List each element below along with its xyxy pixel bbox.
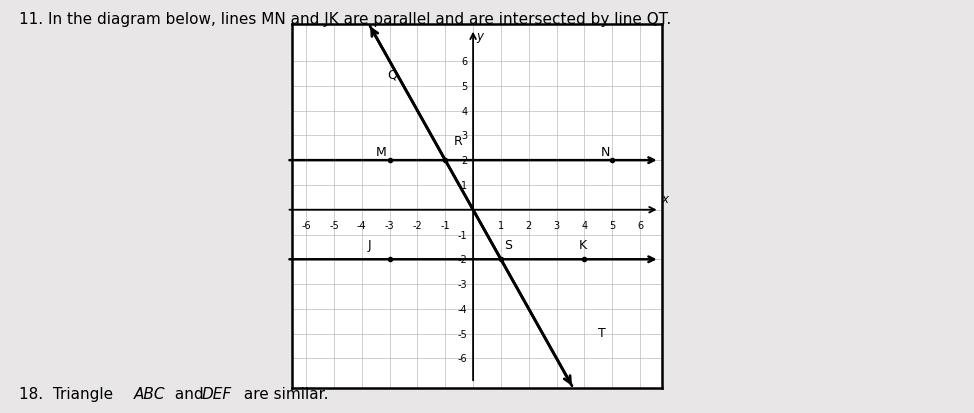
Text: x: x bbox=[661, 193, 668, 206]
Text: Q: Q bbox=[387, 69, 396, 82]
Text: 6: 6 bbox=[637, 220, 643, 230]
Text: 18.  Triangle: 18. Triangle bbox=[19, 386, 119, 401]
Text: are similar.: are similar. bbox=[239, 386, 328, 401]
Text: -5: -5 bbox=[458, 329, 468, 339]
Text: -2: -2 bbox=[458, 255, 468, 265]
Text: -6: -6 bbox=[301, 220, 311, 230]
Text: J: J bbox=[367, 238, 371, 251]
Text: 5: 5 bbox=[609, 220, 616, 230]
Text: 4: 4 bbox=[462, 106, 468, 116]
Text: 2: 2 bbox=[462, 156, 468, 166]
Text: S: S bbox=[504, 238, 511, 251]
Text: M: M bbox=[376, 145, 387, 158]
Text: 2: 2 bbox=[526, 220, 532, 230]
Text: 1: 1 bbox=[498, 220, 504, 230]
Text: -2: -2 bbox=[413, 220, 423, 230]
Text: R: R bbox=[454, 134, 463, 147]
Text: 3: 3 bbox=[553, 220, 560, 230]
Text: 4: 4 bbox=[581, 220, 587, 230]
Text: -5: -5 bbox=[329, 220, 339, 230]
Text: DEF: DEF bbox=[202, 386, 232, 401]
Text: 3: 3 bbox=[462, 131, 468, 141]
Text: 11. In the diagram below, lines MN and JK are parallel and are intersected by li: 11. In the diagram below, lines MN and J… bbox=[19, 12, 672, 27]
Text: -3: -3 bbox=[385, 220, 394, 230]
Text: 1: 1 bbox=[462, 180, 468, 190]
Text: y: y bbox=[476, 30, 483, 43]
Text: ABC: ABC bbox=[133, 386, 165, 401]
Text: -6: -6 bbox=[458, 354, 468, 363]
Text: -4: -4 bbox=[356, 220, 366, 230]
Text: N: N bbox=[601, 145, 611, 158]
Text: 6: 6 bbox=[462, 57, 468, 67]
Text: and: and bbox=[170, 386, 209, 401]
Text: T: T bbox=[598, 326, 606, 339]
Text: -1: -1 bbox=[440, 220, 450, 230]
Text: K: K bbox=[579, 238, 587, 251]
Text: 5: 5 bbox=[462, 82, 468, 92]
Text: -3: -3 bbox=[458, 279, 468, 290]
Text: -1: -1 bbox=[458, 230, 468, 240]
Text: -4: -4 bbox=[458, 304, 468, 314]
